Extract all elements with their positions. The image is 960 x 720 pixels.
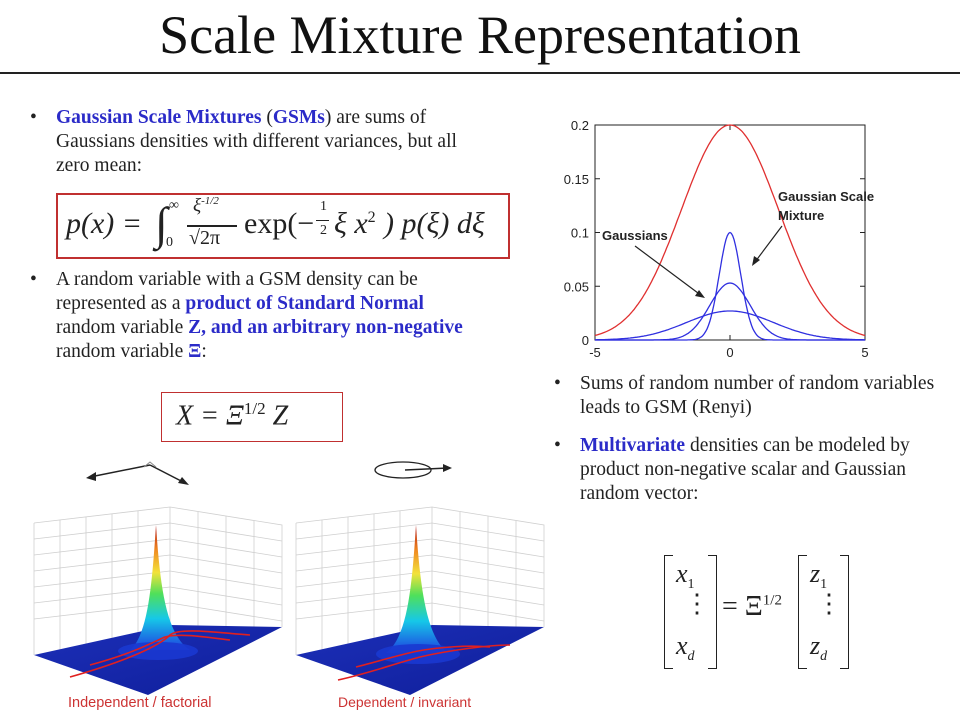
annotation-gaussians: Gaussians (602, 228, 668, 243)
curve-series-0 (594, 124, 866, 337)
formula-lhs: p(x) = (66, 207, 143, 240)
exp-text: exp(− (244, 207, 315, 240)
frac-bar (187, 225, 237, 227)
vector-x-first: x1 (676, 559, 695, 593)
bullet2-text-1: A random variable with a GSM density can… (56, 269, 418, 314)
left-bracket-open (664, 555, 673, 669)
y-tick-label: 0 (582, 333, 589, 348)
contour-left-outer (69, 630, 251, 678)
vector-x-vdots: ⋮ (684, 589, 710, 618)
x-tick-label: 0 (726, 345, 733, 360)
bullet-dot: • (554, 435, 561, 456)
bullet2-bold-2: Z, and an arbitrary non-negative (188, 317, 463, 338)
bullet3-text: Sums of random number of random variable… (580, 373, 935, 418)
product-formula: X = Ξ1/2 Z (176, 399, 289, 432)
matrix-equation: x1 ⋮ xd = Ξ1/2 z1 ⋮ zd (664, 555, 904, 670)
frac-denominator: √2π (189, 227, 221, 249)
vector-z-first: z1 (810, 559, 828, 593)
curve-series-3 (595, 310, 865, 341)
half-numerator: 1 (320, 199, 327, 214)
integral-upper: ∞ (169, 198, 179, 213)
gaussians-arrow (634, 245, 703, 297)
bullet2-text-2: random variable (56, 317, 189, 338)
contour-right-inner (355, 645, 491, 668)
radius-arrow (404, 467, 449, 471)
gsm-arrow (754, 225, 783, 263)
surface-plot-independent: Independent / factorial (33, 461, 283, 711)
right-bracket-open (798, 555, 807, 669)
vector-z-last: zd (810, 631, 828, 665)
formula-tail: ) p(ξ) dξ (384, 207, 485, 240)
bullet-multivariate: • Multivariate densities can be modeled … (554, 434, 950, 506)
bullet2-text-4: : (201, 341, 207, 362)
paren-close: ) (324, 107, 332, 128)
matrix-eq-sign: = Ξ1/2 (722, 591, 782, 622)
bullet-renyi: • Sums of random number of random variab… (554, 372, 950, 420)
curve-series-1 (595, 231, 865, 341)
product-formula-box: X = Ξ1/2 Z (161, 392, 343, 442)
surface-peak-left (130, 525, 190, 650)
gsm-formula-box: p(x) = ∫ ∞ 0 ξ-1/2 √2π exp(− 1 2 ξ x2 ) … (56, 193, 510, 259)
gsm-abbr: GSMs (272, 107, 325, 128)
circle-glyph (374, 461, 432, 479)
gsm-formula: p(x) = ∫ ∞ 0 ξ-1/2 √2π exp(− 1 2 ξ x2 ) … (58, 195, 508, 257)
paren-open: ( (261, 107, 273, 128)
half-bar (316, 220, 329, 222)
y-tick-label: 0.15 (564, 172, 589, 187)
integral-lower: 0 (166, 235, 173, 250)
grid-walls-right (295, 506, 545, 655)
vector-x-last: xd (676, 631, 695, 665)
multivariate-highlight: Multivariate (580, 435, 686, 456)
bullet2-bold-1: product of Standard Normal (185, 293, 424, 314)
annotation-gsm-line1: Gaussian Scale (778, 189, 874, 204)
chart-annotations: Gaussians Gaussian Scale Mixture (602, 189, 874, 298)
surface-plots: Independent / factorial Dependent / inva… (33, 461, 545, 711)
gaussian-mixture-chart: 00.050.10.150.2-5 0 5 Gaussians Gaussian S… (564, 118, 874, 360)
gsm-arrowhead (752, 256, 760, 266)
bullet2-text-3: random variable (56, 341, 189, 362)
left-bracket-close (708, 555, 717, 669)
chart-curves (594, 124, 866, 341)
annotation-gsm-line2: Mixture (778, 208, 824, 223)
caption-dependent: Dependent / invariant (338, 694, 471, 710)
x-tick-label: 5 (861, 345, 868, 360)
integral-sign: ∫ (155, 198, 168, 249)
x-tick-label: -5 (589, 345, 601, 360)
surface-plot-dependent: Dependent / invariant (295, 461, 545, 710)
caption-independent: Independent / factorial (68, 695, 212, 711)
bullet-gsm-definition: • Gaussian Scale Mixtures (GSMs) are sum… (30, 106, 488, 178)
bullet-dot: • (554, 373, 561, 394)
half-denominator: 2 (320, 223, 327, 238)
right-bracket-close (840, 555, 849, 669)
gsm-highlight: Gaussian Scale Mixtures (56, 107, 262, 128)
bullet1-text: are sums of Gaussians densities with dif… (56, 107, 457, 176)
grid-walls-left (33, 506, 283, 655)
y-tick-label: 0.1 (571, 226, 589, 241)
bullet4-text: densities can be modeled by product non-… (580, 435, 910, 504)
contour-left-inner (89, 634, 231, 666)
vector-z-vdots: ⋮ (816, 589, 842, 618)
exp-argument: ξ x2 (334, 207, 376, 240)
y-tick-label: 0.2 (571, 118, 589, 133)
bullet-gsm-product: • A random variable with a GSM density c… (30, 268, 486, 364)
surface-peak-right (386, 525, 448, 653)
axis-arrow-left (89, 464, 151, 478)
bullet-dot: • (30, 269, 37, 290)
axis-arrow-right (149, 464, 186, 484)
gaussians-arrowhead (695, 290, 705, 298)
curve-series-2 (595, 282, 865, 341)
bullet2-bold-3: Ξ (188, 341, 202, 362)
frac-numerator: ξ-1/2 (193, 195, 219, 217)
slide-title: Scale Mixture Representation (159, 5, 801, 65)
title-divider (0, 72, 960, 74)
y-tick-label: 0.05 (564, 279, 589, 294)
bullet-dot: • (30, 107, 37, 128)
